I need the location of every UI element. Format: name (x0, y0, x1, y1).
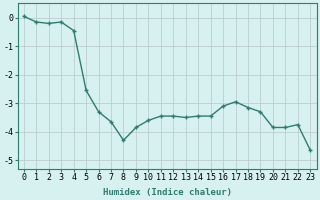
X-axis label: Humidex (Indice chaleur): Humidex (Indice chaleur) (103, 188, 232, 197)
